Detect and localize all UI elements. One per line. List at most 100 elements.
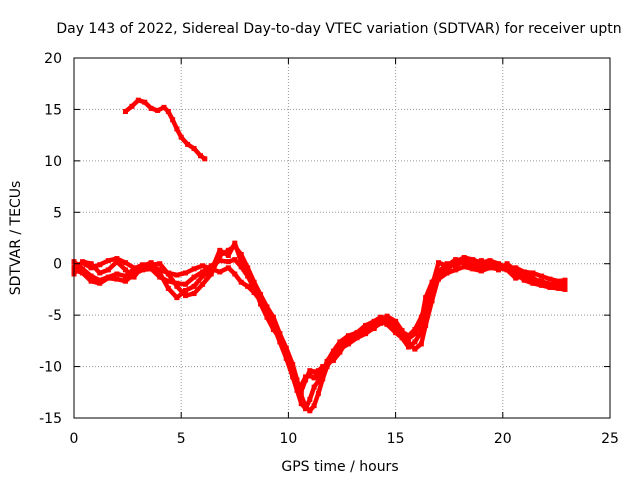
data-point [131, 274, 137, 280]
data-point [547, 284, 553, 290]
data-point [521, 277, 527, 283]
data-point [238, 264, 244, 270]
data-point [423, 322, 429, 328]
data-point [371, 318, 377, 324]
data-point [140, 267, 146, 273]
data-point [157, 270, 163, 276]
y-tick-label: 5 [53, 205, 62, 221]
data-point [461, 255, 467, 261]
data-point [354, 330, 360, 336]
x-tick-label: 25 [601, 431, 619, 447]
data-point [412, 331, 418, 337]
data-point [393, 318, 399, 324]
data-point [148, 260, 154, 266]
data-point [307, 368, 313, 374]
data-point [562, 279, 568, 285]
x-tick-label: 15 [387, 431, 405, 447]
data-point [453, 263, 459, 269]
data-point [311, 369, 317, 375]
data-point [345, 341, 351, 347]
data-point [371, 321, 377, 327]
data-point [556, 285, 562, 291]
data-point [191, 291, 197, 297]
data-point [315, 373, 321, 379]
data-point [311, 403, 317, 409]
data-point [245, 283, 251, 289]
data-point [88, 273, 94, 279]
data-point [80, 266, 86, 272]
x-tick-label: 0 [70, 431, 79, 447]
data-point [232, 271, 238, 277]
data-point [513, 268, 519, 274]
x-tick-label: 10 [279, 431, 297, 447]
data-point [405, 340, 411, 346]
y-axis-label: SDTVAR / TECUs [8, 181, 24, 296]
x-tick-label: 5 [177, 431, 186, 447]
data-point [307, 408, 313, 414]
data-point [444, 267, 450, 273]
data-point [283, 349, 289, 355]
data-point [538, 279, 544, 285]
data-point [277, 335, 283, 341]
data-point [114, 276, 120, 282]
data-point [330, 357, 336, 363]
data-point [97, 280, 103, 286]
data-point [245, 265, 251, 271]
data-point [217, 269, 223, 275]
data-point [105, 267, 111, 273]
data-point [429, 283, 435, 289]
data-point [191, 266, 197, 272]
data-point [174, 295, 180, 301]
data-point [202, 156, 208, 162]
data-point [88, 265, 94, 271]
data-point [80, 270, 86, 276]
data-point [384, 313, 390, 319]
data-point [530, 270, 536, 276]
data-point [307, 396, 313, 402]
data-point [80, 259, 86, 265]
data-point [384, 316, 390, 322]
data-point [251, 290, 257, 296]
data-point [97, 262, 103, 268]
data-point [487, 260, 493, 266]
data-point [461, 260, 467, 266]
data-point [393, 330, 399, 336]
data-point [264, 304, 270, 310]
data-point [444, 270, 450, 276]
data-point [232, 240, 238, 246]
data-point [435, 269, 441, 275]
data-point [238, 259, 244, 265]
data-point [405, 336, 411, 342]
data-point [513, 265, 519, 271]
data-point [384, 321, 390, 327]
data-point [399, 332, 405, 338]
data-point [337, 339, 343, 345]
data-point [122, 108, 128, 114]
data-point [174, 280, 180, 286]
data-point [453, 267, 459, 273]
data-point [320, 370, 326, 376]
data-point [114, 271, 120, 277]
data-point [200, 269, 206, 275]
data-point [371, 326, 377, 332]
data-point [142, 99, 148, 105]
data-point [258, 301, 264, 307]
data-point [225, 265, 231, 271]
data-point [311, 375, 317, 381]
data-point [298, 382, 304, 388]
data-point [182, 281, 188, 287]
data-point [185, 141, 191, 147]
data-point [182, 287, 188, 293]
data-point [182, 270, 188, 276]
data-point [114, 256, 120, 262]
data-point [504, 267, 510, 273]
data-point [277, 331, 283, 337]
data-point [303, 406, 309, 412]
data-point [97, 270, 103, 276]
data-point [251, 282, 257, 288]
data-point [547, 281, 553, 287]
data-point [429, 298, 435, 304]
data-point [155, 107, 161, 113]
data-point [200, 281, 206, 287]
data-point [337, 343, 343, 349]
